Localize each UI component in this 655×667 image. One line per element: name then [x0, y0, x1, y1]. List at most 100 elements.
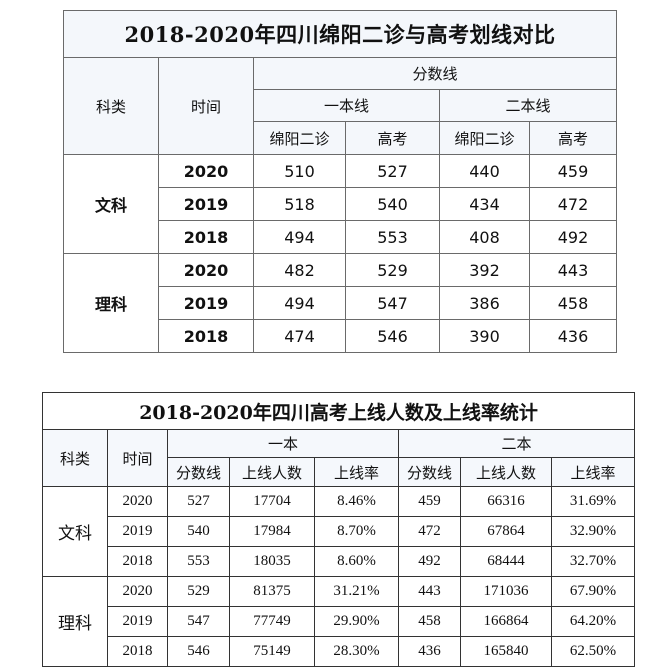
value-cell: 472 [398, 516, 461, 547]
value-cell: 31.69% [550, 486, 636, 517]
table2-sub-count-1: 上线人数 [229, 457, 315, 487]
year-cell: 2018 [107, 636, 168, 667]
value-cell: 8.46% [314, 486, 399, 517]
value-cell: 171036 [460, 576, 552, 607]
value-cell: 492 [398, 546, 461, 577]
value-cell: 436 [398, 636, 461, 667]
value-cell: 459 [398, 486, 461, 517]
table1-sub-gaokao-2: 高考 [528, 121, 618, 155]
value-cell: 62.50% [550, 636, 636, 667]
value-cell: 17984 [229, 516, 315, 547]
value-cell: 31.21% [314, 576, 399, 607]
value-cell: 472 [528, 187, 618, 221]
table1-col-time: 时间 [158, 57, 254, 155]
value-cell: 458 [528, 286, 618, 320]
table2-sub-score-2: 分数线 [398, 457, 461, 487]
year-cell: 2018 [158, 220, 254, 254]
table-row: 理科 2020 482 529 392 443 [63, 253, 618, 353]
value-cell: 540 [345, 187, 440, 221]
value-cell: 546 [345, 319, 440, 353]
cutoff-comparison-table: 2018-2020年四川绵阳二诊与高考划线对比 科类 时间 分数线 一本线 二本… [62, 10, 618, 353]
value-cell: 527 [345, 154, 440, 188]
value-cell: 165840 [460, 636, 552, 667]
year-cell: 2020 [107, 486, 168, 517]
value-cell: 459 [528, 154, 618, 188]
year-cell: 2019 [158, 286, 254, 320]
year-cell: 2018 [107, 546, 168, 577]
value-cell: 518 [253, 187, 346, 221]
value-cell: 492 [528, 220, 618, 254]
value-cell: 494 [253, 286, 346, 320]
table-row: 文科 2020 510 527 440 459 [63, 154, 618, 254]
table1-group-header: 分数线 [252, 57, 618, 90]
table1-subject-wenke: 文科 [63, 154, 159, 254]
table2-col-time: 时间 [107, 429, 168, 487]
table2-tier1-header: 一本 [167, 429, 399, 458]
value-cell: 390 [439, 319, 530, 353]
value-cell: 166864 [460, 606, 552, 637]
value-cell: 553 [345, 220, 440, 254]
table-row: 2019 518 540 434 472 [64, 187, 618, 221]
table1-title: 2018-2020年四川绵阳二诊与高考划线对比 [62, 10, 618, 58]
table-row: 理科 2020 529 81375 31.21% 443 171036 67.9… [42, 576, 636, 667]
table-row: 2019 494 547 386 458 [64, 286, 618, 320]
table2-sub-rate-2: 上线率 [550, 457, 636, 487]
value-cell: 386 [439, 286, 530, 320]
value-cell: 81375 [229, 576, 315, 607]
table1-tier1-header: 一本线 [253, 89, 440, 122]
value-cell: 67.90% [550, 576, 636, 607]
value-cell: 68444 [460, 546, 552, 577]
value-cell: 529 [345, 253, 440, 287]
value-cell: 64.20% [550, 606, 636, 637]
value-cell: 482 [253, 253, 346, 287]
table2-tier2-header: 二本 [397, 429, 636, 458]
table2-sub-count-2: 上线人数 [460, 457, 552, 487]
table2-title: 2018-2020年四川高考上线人数及上线率统计 [41, 392, 636, 430]
value-cell: 547 [167, 606, 230, 637]
value-cell: 392 [439, 253, 530, 287]
table-row: 2019 540 17984 8.70% 472 67864 32.90% [43, 516, 636, 547]
value-cell: 28.30% [314, 636, 399, 667]
table1-col-subject: 科类 [63, 57, 159, 155]
value-cell: 546 [167, 636, 230, 667]
value-cell: 29.90% [314, 606, 399, 637]
year-cell: 2019 [158, 187, 254, 221]
value-cell: 527 [167, 486, 230, 517]
table2-col-subject: 科类 [42, 429, 108, 487]
value-cell: 408 [439, 220, 530, 254]
year-cell: 2020 [158, 253, 254, 287]
table1-sub-mianyang-2: 绵阳二诊 [439, 121, 530, 155]
year-cell: 2019 [107, 606, 168, 637]
value-cell: 436 [528, 319, 618, 353]
value-cell: 17704 [229, 486, 315, 517]
year-cell: 2018 [158, 319, 254, 353]
table2-sub-rate-1: 上线率 [314, 457, 399, 487]
value-cell: 474 [253, 319, 346, 353]
value-cell: 67864 [460, 516, 552, 547]
value-cell: 443 [528, 253, 618, 287]
year-cell: 2020 [107, 576, 168, 607]
table-row: 2018 474 546 390 436 [64, 319, 618, 353]
value-cell: 440 [439, 154, 530, 188]
table-row: 文科 2020 527 17704 8.46% 459 66316 31.69% [42, 486, 636, 577]
value-cell: 434 [439, 187, 530, 221]
value-cell: 75149 [229, 636, 315, 667]
value-cell: 18035 [229, 546, 315, 577]
value-cell: 443 [398, 576, 461, 607]
value-cell: 32.70% [550, 546, 636, 577]
value-cell: 77749 [229, 606, 315, 637]
table-row: 2018 553 18035 8.60% 492 68444 32.70% [43, 546, 636, 577]
value-cell: 553 [167, 546, 230, 577]
value-cell: 510 [253, 154, 346, 188]
value-cell: 494 [253, 220, 346, 254]
value-cell: 458 [398, 606, 461, 637]
table1-tier2-header: 二本线 [438, 89, 618, 122]
value-cell: 8.60% [314, 546, 399, 577]
table2-sub-score-1: 分数线 [167, 457, 230, 487]
table1-sub-mianyang-1: 绵阳二诊 [253, 121, 346, 155]
admission-stats-table: 2018-2020年四川高考上线人数及上线率统计 科类 时间 一本 二本 分数线… [41, 392, 636, 667]
table2-subject-wenke: 文科 [42, 486, 108, 577]
table1-sub-gaokao-1: 高考 [345, 121, 440, 155]
value-cell: 540 [167, 516, 230, 547]
table-row: 2018 546 75149 28.30% 436 165840 62.50% [43, 636, 636, 667]
